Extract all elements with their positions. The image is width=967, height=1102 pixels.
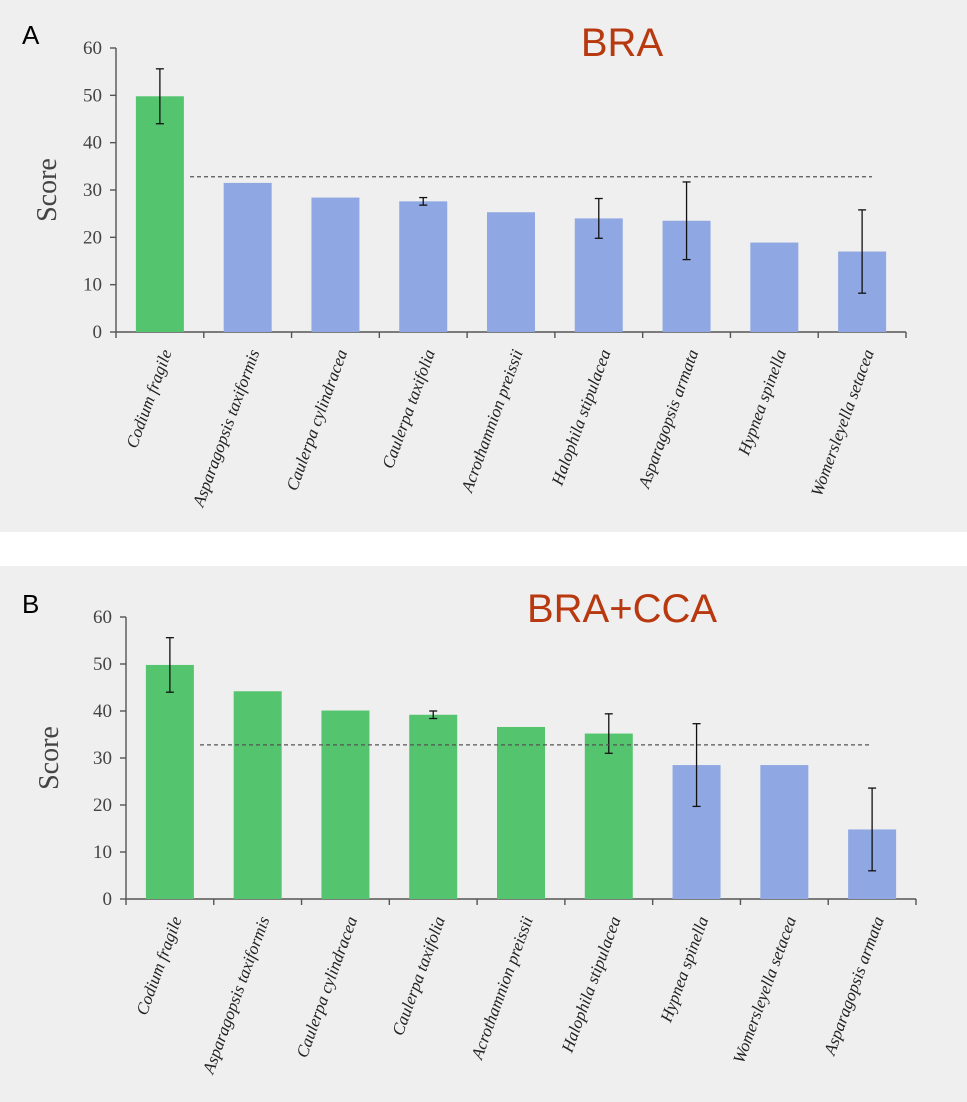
category-label-b: Hypnea spinella [656,914,712,1026]
bar-b [497,726,545,899]
chart-title-b: BRA+CCA [527,587,717,631]
bar-b [584,733,633,899]
panel-letter-b: B [22,589,39,619]
category-label-b: Asparagopsis taxiformis [199,914,274,1078]
chart-title-a: BRA [581,21,664,65]
bar-a [399,201,448,332]
category-label-a: Caulerpa taxifolia [378,347,439,471]
category-label-b: Caulerpa taxifolia [388,914,449,1038]
y-tick-label-a: 30 [83,180,102,201]
bar-a [135,96,184,332]
category-label-a: Halophila stipulacea [547,347,614,489]
category-label-a: Asparagopsis taxiformis [189,347,264,511]
category-label-a: Asparagopsis armata [634,347,702,492]
category-label-b: Womersleyella setacea [729,914,800,1066]
category-label-b: Acrothamnion preissii [467,914,537,1063]
bar-a [487,212,535,332]
chart-b-svg: B BRA+CCA Score 0 10 20 30 40 50 60 Codium frag… [22,587,917,1078]
bar-a [750,242,799,332]
y-tick-label-a: 20 [83,227,102,248]
y-tick-label-b: 60 [93,607,112,628]
bar-b [145,664,194,899]
bar-b [409,714,458,899]
category-label-a: Hypnea spinella [734,347,790,459]
bar-a [311,197,360,332]
bar-a [223,182,272,332]
chart-panel-a: A BRA Score 0 10 20 30 40 50 60 Codium fragile A… [0,0,967,532]
y-axis-title-b: Score [34,726,65,790]
y-tick-label-a: 60 [83,38,102,59]
y-tick-label-b: 0 [103,889,113,910]
y-tick-label-a: 10 [83,275,102,296]
category-label-a: Acrothamnion preissii [457,347,527,496]
y-tick-label-a: 0 [93,322,103,343]
category-label-a: Caulerpa cylindracea [282,347,351,493]
chart-a-svg: A BRA Score 0 10 20 30 40 50 60 Codium fragile A… [22,20,907,511]
category-label-b: Codium fragile [132,913,185,1017]
bar-b [760,765,809,899]
category-label-b: Asparagopsis armata [820,914,888,1059]
chart-panel-b: B BRA+CCA Score 0 10 20 30 40 50 60 Codium frag… [0,566,967,1102]
y-tick-label-b: 40 [93,701,112,722]
y-tick-label-a: 50 [83,85,102,106]
y-axis-title-a: Score [32,158,63,222]
bar-b [321,710,370,899]
y-tick-label-b: 10 [93,842,112,863]
y-tick-label-b: 50 [93,654,112,675]
category-label-b: Caulerpa cylindracea [292,914,361,1060]
category-label-b: Halophila stipulacea [557,914,624,1056]
bar-b [233,691,282,899]
y-tick-label-a: 40 [83,133,102,154]
category-label-a: Codium fragile [122,346,175,450]
y-tick-label-b: 20 [93,795,112,816]
panel-letter-a: A [22,20,40,50]
category-label-a: Womersleyella setacea [807,347,878,499]
y-tick-label-b: 30 [93,748,112,769]
